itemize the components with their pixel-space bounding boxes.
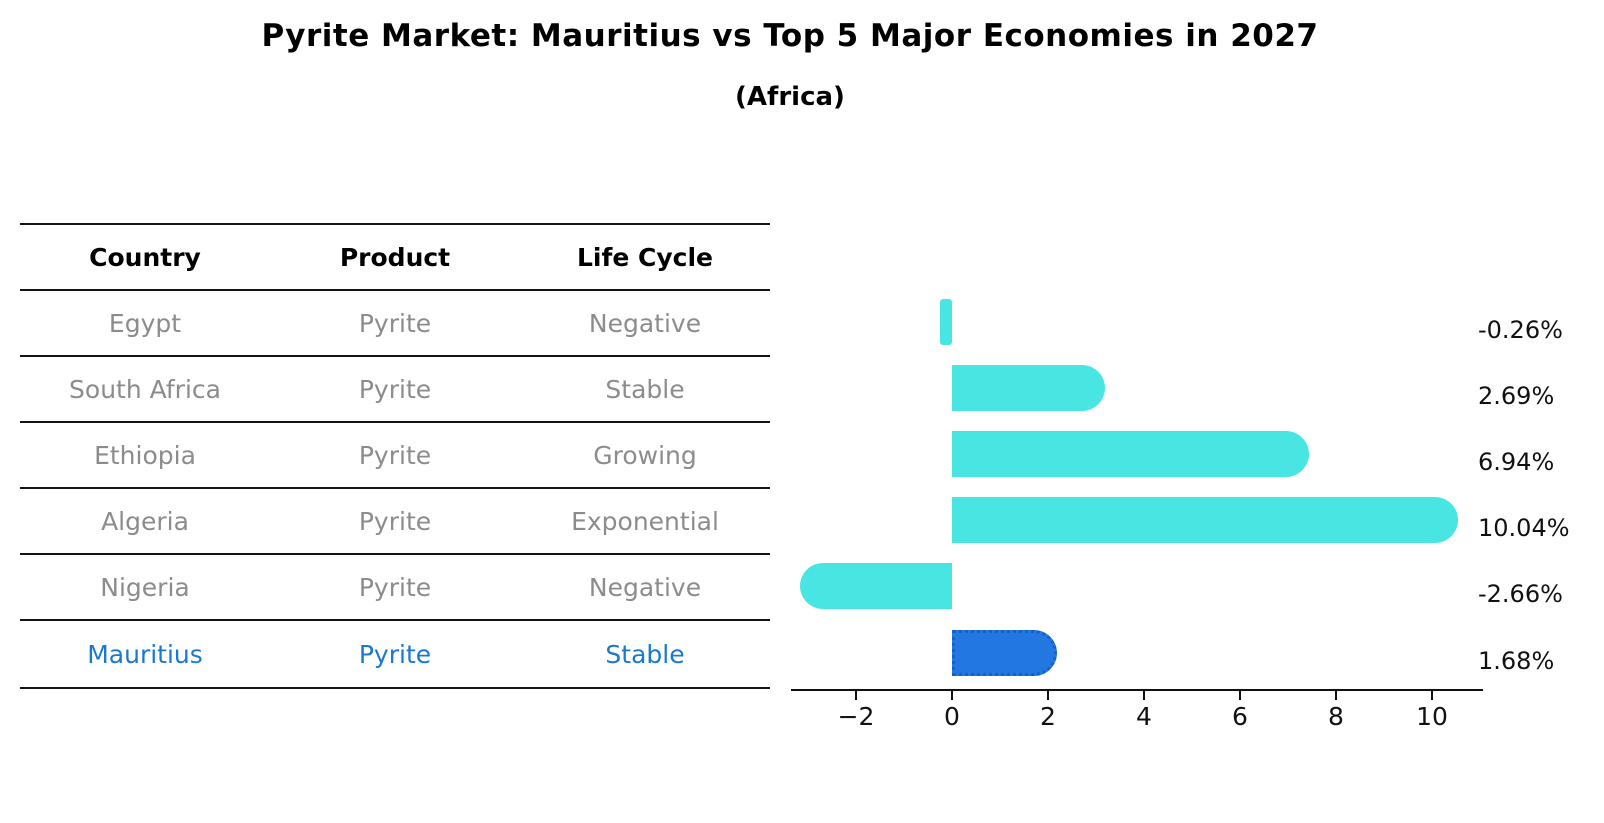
x-tick-mark: [1431, 691, 1433, 700]
x-tick-mark: [1143, 691, 1145, 700]
x-tick-label: 4: [1136, 702, 1152, 731]
x-tick-label: 10: [1416, 702, 1448, 731]
country-cell: Egypt: [108, 308, 182, 338]
table-row: South Africa Pyrite Stable: [20, 355, 770, 421]
product-cell: Pyrite: [358, 506, 432, 536]
country-cell: Mauritius: [87, 639, 203, 669]
x-tick-label: 0: [944, 702, 960, 731]
product-cell: Pyrite: [358, 308, 432, 338]
x-tick-label: 8: [1328, 702, 1344, 731]
country-cell: South Africa: [69, 374, 221, 404]
life-cycle-cell: Negative: [588, 308, 702, 338]
bar-value-label: -0.26%: [1478, 316, 1563, 344]
table-row: Nigeria Pyrite Negative: [20, 553, 770, 619]
country-cell: Algeria: [101, 506, 189, 536]
product-cell: Pyrite: [358, 440, 432, 470]
bar-value-label: 2.69%: [1478, 382, 1555, 410]
x-axis-line: [791, 689, 1483, 691]
table-row: Mauritius Pyrite Stable: [20, 619, 770, 687]
x-tick-mark: [855, 691, 857, 700]
country-cell: Ethiopia: [94, 440, 196, 470]
country-cell: Nigeria: [100, 572, 190, 602]
bar-nigeria: [800, 563, 952, 609]
product-cell: Pyrite: [358, 374, 432, 404]
table-bottom-rule: [20, 687, 770, 689]
x-tick-label: 6: [1232, 702, 1248, 731]
table-row: Algeria Pyrite Exponential: [20, 487, 770, 553]
column-header-country: Country: [89, 242, 201, 272]
bar-value-label: 6.94%: [1478, 448, 1555, 476]
life-cycle-cell: Exponential: [571, 506, 719, 536]
x-tick-mark: [951, 691, 953, 700]
bar-value-label: 10.04%: [1478, 514, 1570, 542]
bar-south-africa: [952, 365, 1106, 411]
chart-subtitle: (Africa): [735, 82, 845, 112]
bar-ethiopia: [952, 431, 1310, 477]
x-tick-mark: [1239, 691, 1241, 700]
bar-egypt: [939, 299, 952, 345]
bar-value-label: 1.68%: [1478, 647, 1555, 675]
country-table: Country Product Life Cycle Egypt Pyrite Ne…: [20, 223, 770, 689]
chart-title: Pyrite Market: Mauritius vs Top 5 Major …: [261, 18, 1319, 54]
life-cycle-cell: Growing: [593, 440, 697, 470]
table-row: Ethiopia Pyrite Growing: [20, 421, 770, 487]
table-body: Egypt Pyrite Negative South Africa Pyrite Sta…: [20, 289, 770, 687]
table-header-row: Country Product Life Cycle: [20, 223, 770, 289]
column-header-life-cycle: Life Cycle: [576, 242, 714, 272]
column-header-product: Product: [339, 242, 451, 272]
bar-mauritius: [952, 630, 1057, 676]
life-cycle-cell: Stable: [605, 374, 685, 404]
table-row: Egypt Pyrite Negative: [20, 289, 770, 355]
life-cycle-cell: Negative: [588, 572, 702, 602]
x-tick-mark: [1335, 691, 1337, 700]
x-tick-label: −2: [837, 702, 875, 731]
life-cycle-cell: Stable: [605, 639, 685, 669]
bar-algeria: [952, 497, 1458, 543]
x-tick-label: 2: [1040, 702, 1056, 731]
product-cell: Pyrite: [358, 572, 432, 602]
product-cell: Pyrite: [358, 639, 432, 669]
bar-value-label: -2.66%: [1478, 580, 1563, 608]
x-tick-mark: [1047, 691, 1049, 700]
